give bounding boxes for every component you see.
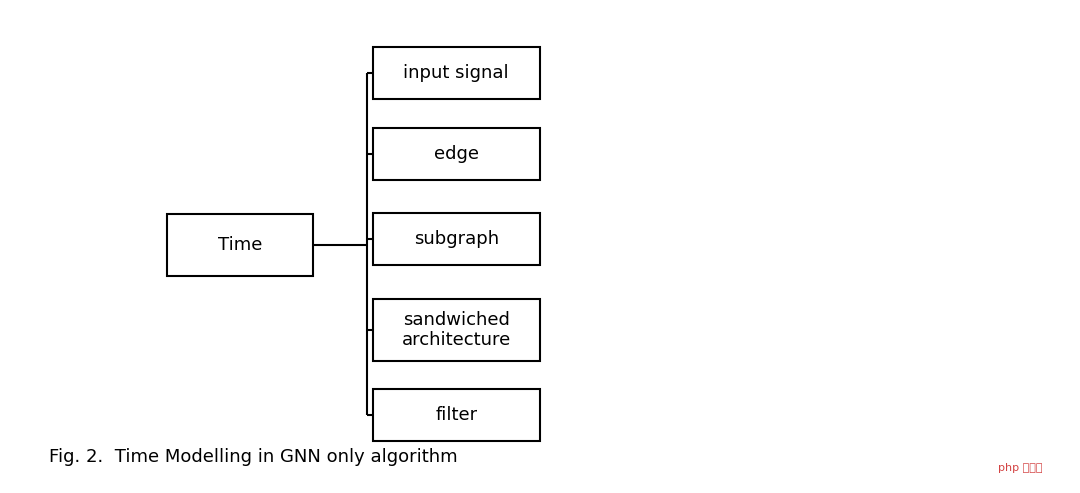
- FancyBboxPatch shape: [167, 214, 313, 276]
- Text: edge: edge: [434, 145, 478, 163]
- Text: sandwiched
architecture: sandwiched architecture: [402, 311, 511, 350]
- FancyBboxPatch shape: [373, 128, 540, 180]
- Text: php 中文网: php 中文网: [998, 463, 1042, 473]
- Text: input signal: input signal: [404, 64, 509, 82]
- Text: filter: filter: [435, 406, 477, 424]
- Text: Fig. 2.  Time Modelling in GNN only algorithm: Fig. 2. Time Modelling in GNN only algor…: [49, 448, 457, 466]
- FancyBboxPatch shape: [373, 213, 540, 265]
- FancyBboxPatch shape: [373, 299, 540, 361]
- FancyBboxPatch shape: [373, 389, 540, 441]
- Text: Time: Time: [218, 236, 262, 254]
- FancyBboxPatch shape: [373, 47, 540, 99]
- Text: subgraph: subgraph: [414, 230, 499, 248]
